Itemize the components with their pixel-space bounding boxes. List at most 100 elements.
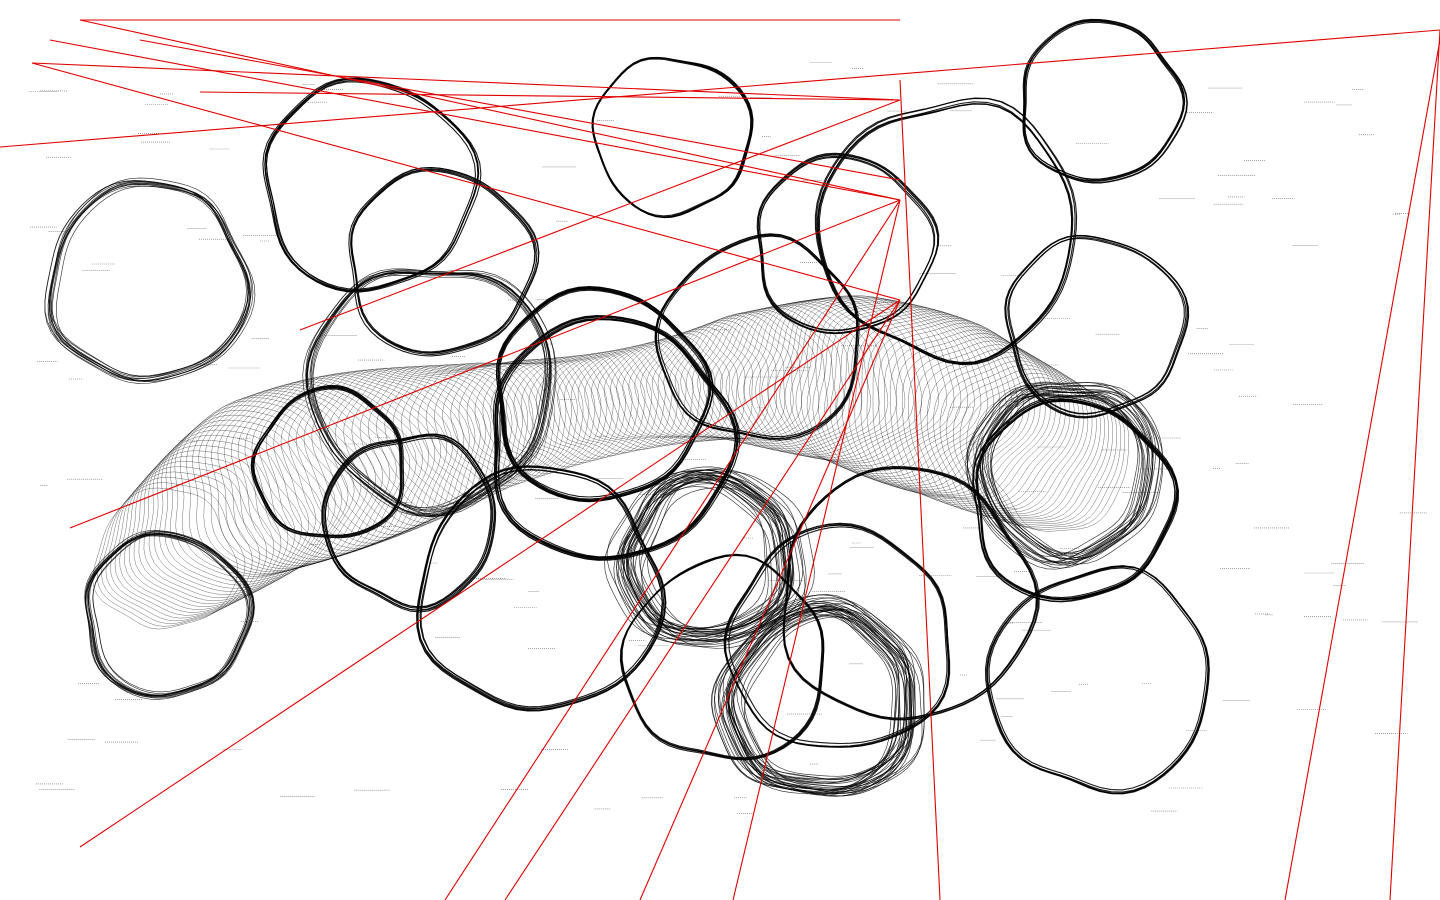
ring-stroke: [973, 395, 1144, 566]
tube-stroke: [119, 455, 282, 613]
ring-stroke: [988, 567, 1207, 791]
tube-stroke: [946, 364, 1105, 522]
ring-stroke: [990, 391, 1164, 565]
tube-stroke: [564, 347, 666, 453]
tube-stroke: [895, 333, 1071, 507]
ring-stroke: [743, 616, 923, 794]
ring-stroke: [253, 386, 403, 536]
tube-stroke: [192, 392, 376, 574]
tube-stroke: [521, 353, 626, 464]
tube-stroke: [498, 356, 608, 470]
ring-stroke: [592, 56, 754, 219]
ring-stroke: [972, 394, 1146, 569]
ring-stroke: [1007, 237, 1185, 415]
tube-stroke: [755, 297, 923, 460]
ring-stroke: [980, 393, 1150, 563]
ring-stroke: [420, 469, 663, 708]
tube-stroke: [148, 424, 323, 595]
tube-stroke: [550, 350, 652, 456]
red-line: [139, 39, 901, 181]
tube-stroke: [110, 466, 268, 619]
tube-stroke: [920, 348, 1089, 515]
ring-stroke: [727, 597, 911, 781]
tube-stroke: [953, 368, 1110, 524]
tube-stroke: [959, 372, 1114, 525]
tube-stroke: [761, 296, 931, 461]
ring-shapes: [44, 18, 1210, 797]
ring-stroke: [728, 607, 913, 790]
tube-stroke: [908, 340, 1080, 511]
tube-stroke: [652, 322, 769, 440]
ring-stroke: [982, 394, 1154, 566]
tube-stroke: [105, 471, 260, 622]
ring-stroke: [497, 288, 712, 501]
tube-stroke: [138, 434, 309, 602]
ring-stroke: [990, 384, 1163, 559]
tube-stroke: [535, 352, 639, 460]
tube-stroke: [114, 461, 275, 616]
tube-stroke: [836, 308, 1019, 490]
tube-stroke: [351, 366, 508, 523]
ring-stroke: [654, 233, 859, 440]
tube-stroke: [591, 341, 694, 448]
ring-stroke: [972, 396, 1178, 601]
ring-stroke: [617, 481, 781, 642]
ring-stroke: [495, 317, 737, 559]
ring-stroke: [1022, 18, 1186, 182]
ring-stroke: [624, 477, 785, 636]
tube-stroke: [801, 300, 982, 477]
tube-stroke: [434, 360, 561, 489]
ring-stroke: [51, 185, 251, 382]
tube-stroke: [818, 304, 1001, 484]
tube-stroke: [577, 344, 680, 450]
red-line: [79, 299, 901, 848]
ring-stroke: [740, 603, 925, 787]
ring-stroke: [626, 469, 787, 628]
red-line: [899, 79, 941, 900]
ring-stroke: [783, 466, 1038, 719]
tube-stroke: [901, 336, 1075, 509]
ring-stroke: [744, 608, 925, 790]
red-line: [639, 299, 901, 900]
tube-stroke: [674, 313, 803, 439]
ring-stroke: [627, 479, 791, 642]
ring-stroke: [416, 465, 667, 712]
tube-stroke: [795, 299, 975, 475]
tube-stroke: [749, 298, 914, 459]
ring-stroke: [620, 478, 787, 643]
ring-stroke: [604, 476, 769, 641]
ring-stroke: [52, 182, 254, 381]
ring-stroke: [47, 184, 251, 384]
ring-stroke: [719, 603, 900, 784]
ring-stroke: [732, 613, 915, 797]
ring-stroke: [86, 533, 251, 696]
ring-stroke: [89, 531, 255, 696]
ring-stroke: [306, 272, 552, 517]
red-line: [31, 62, 901, 101]
tube-stroke: [806, 301, 988, 480]
ring-stroke: [619, 553, 825, 761]
ring-stroke: [625, 474, 786, 633]
tube-stroke: [169, 405, 349, 583]
ring-stroke: [638, 468, 804, 631]
red-line: [49, 39, 901, 201]
tube-stroke: [96, 482, 246, 627]
tube-stroke: [939, 360, 1101, 520]
ring-stroke: [759, 155, 936, 331]
red-line: [504, 299, 901, 900]
tube-stroke: [186, 394, 369, 576]
tube-stroke: [417, 362, 550, 496]
ring-stroke: [49, 180, 250, 378]
tube-stroke: [124, 450, 289, 610]
ring-stroke: [85, 533, 250, 697]
ring-stroke: [647, 471, 815, 636]
tube-stroke: [401, 364, 539, 503]
red-line: [1389, 29, 1440, 900]
tube-stroke: [628, 330, 738, 442]
red-line: [732, 199, 901, 900]
tube-stroke: [914, 344, 1084, 513]
tube-stroke: [714, 304, 863, 449]
red-line: [444, 199, 901, 900]
ring-stroke: [312, 272, 557, 517]
